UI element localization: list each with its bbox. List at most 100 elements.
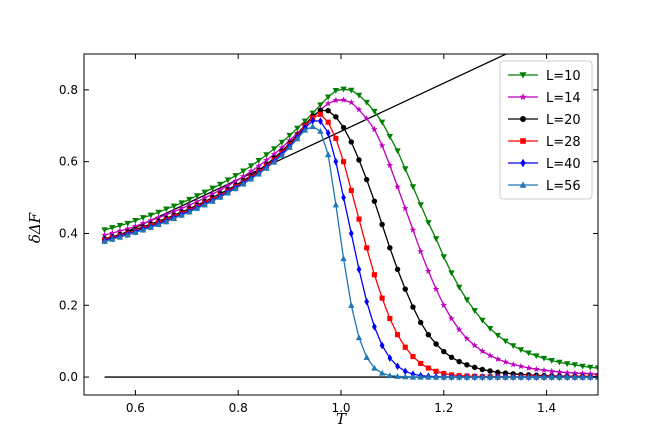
data-point: [479, 373, 486, 380]
data-point: [325, 119, 331, 125]
data-point: [263, 164, 270, 171]
data-point: [201, 194, 209, 201]
data-point: [556, 368, 563, 375]
data-point: [579, 373, 586, 380]
data-point: [318, 117, 323, 125]
data-point: [425, 220, 432, 226]
data-point: [278, 139, 286, 146]
legend-swatch-marker: [519, 181, 527, 188]
data-point: [217, 194, 224, 200]
data-point: [116, 223, 124, 229]
data-point: [186, 208, 193, 215]
data-point: [556, 373, 563, 380]
data-point: [486, 373, 494, 380]
data-point: [433, 341, 439, 347]
data-point: [394, 148, 401, 155]
data-point: [594, 365, 598, 372]
data-point: [441, 348, 447, 355]
data-point: [340, 86, 347, 93]
data-point: [418, 360, 424, 366]
data-point: [294, 125, 301, 132]
data-point: [394, 183, 401, 190]
data-point: [363, 115, 371, 122]
data-point: [402, 286, 408, 292]
data-point: [579, 369, 586, 377]
data-point: [495, 369, 501, 376]
data-point: [386, 133, 394, 140]
legend-swatch-marker: [519, 93, 527, 101]
data-point: [325, 129, 331, 137]
data-point: [340, 124, 347, 131]
data-point: [517, 373, 525, 380]
data-point: [433, 368, 439, 374]
legend-label: L=10: [546, 69, 581, 84]
data-point: [432, 285, 440, 292]
data-point: [410, 304, 416, 310]
data-point: [178, 200, 185, 207]
data-point: [132, 229, 139, 235]
data-point: [479, 366, 486, 373]
data-point: [263, 156, 270, 164]
data-point: [533, 353, 540, 360]
series-layer: [101, 86, 598, 381]
data-point: [317, 111, 323, 117]
data-point: [348, 139, 354, 145]
data-point: [409, 226, 417, 233]
data-point: [371, 198, 378, 204]
data-point: [147, 212, 155, 219]
y-axis-ticks: 0.0 0.2 0.4 0.6 0.8: [59, 83, 598, 384]
data-point: [386, 372, 394, 379]
data-point: [548, 367, 556, 375]
data-point: [425, 373, 432, 380]
data-point: [387, 354, 393, 362]
data-point: [571, 373, 579, 380]
data-point: [371, 108, 378, 115]
data-point: [309, 123, 316, 130]
y-tick-label: 0.8: [59, 83, 78, 97]
data-point: [209, 197, 216, 204]
data-point: [487, 368, 493, 374]
data-point: [532, 365, 540, 372]
data-point: [464, 362, 470, 368]
data-point: [332, 96, 340, 104]
y-axis-label: δΔF: [26, 212, 44, 243]
data-point: [139, 219, 147, 227]
data-point: [147, 217, 155, 224]
x-tick-label: 1.4: [537, 401, 556, 415]
data-point: [209, 185, 216, 192]
data-point: [579, 363, 586, 370]
data-point: [417, 373, 424, 380]
data-point: [563, 369, 571, 376]
data-point: [440, 254, 447, 261]
data-point: [224, 177, 232, 184]
data-point: [324, 100, 332, 107]
data-point: [255, 158, 262, 164]
data-point: [386, 161, 394, 169]
data-point: [247, 167, 255, 175]
data-point: [517, 362, 525, 370]
data-point: [417, 319, 424, 326]
data-point: [371, 125, 378, 133]
data-point: [486, 352, 494, 359]
legend-label: L=20: [546, 113, 581, 128]
data-point: [124, 225, 132, 232]
data-point: [216, 186, 224, 193]
data-point: [294, 135, 301, 142]
data-point: [401, 204, 409, 212]
data-point: [348, 87, 355, 94]
data-point: [509, 343, 517, 350]
data-point: [410, 354, 416, 360]
data-point: [417, 247, 425, 255]
data-point: [425, 331, 432, 338]
data-point: [109, 236, 116, 242]
data-point: [232, 177, 239, 184]
data-point: [502, 358, 509, 365]
data-point: [387, 315, 393, 322]
data-point: [502, 373, 509, 380]
data-point: [378, 369, 386, 376]
data-point: [494, 373, 501, 380]
data-point: [163, 218, 170, 225]
data-point: [178, 211, 185, 218]
data-point: [379, 341, 385, 350]
